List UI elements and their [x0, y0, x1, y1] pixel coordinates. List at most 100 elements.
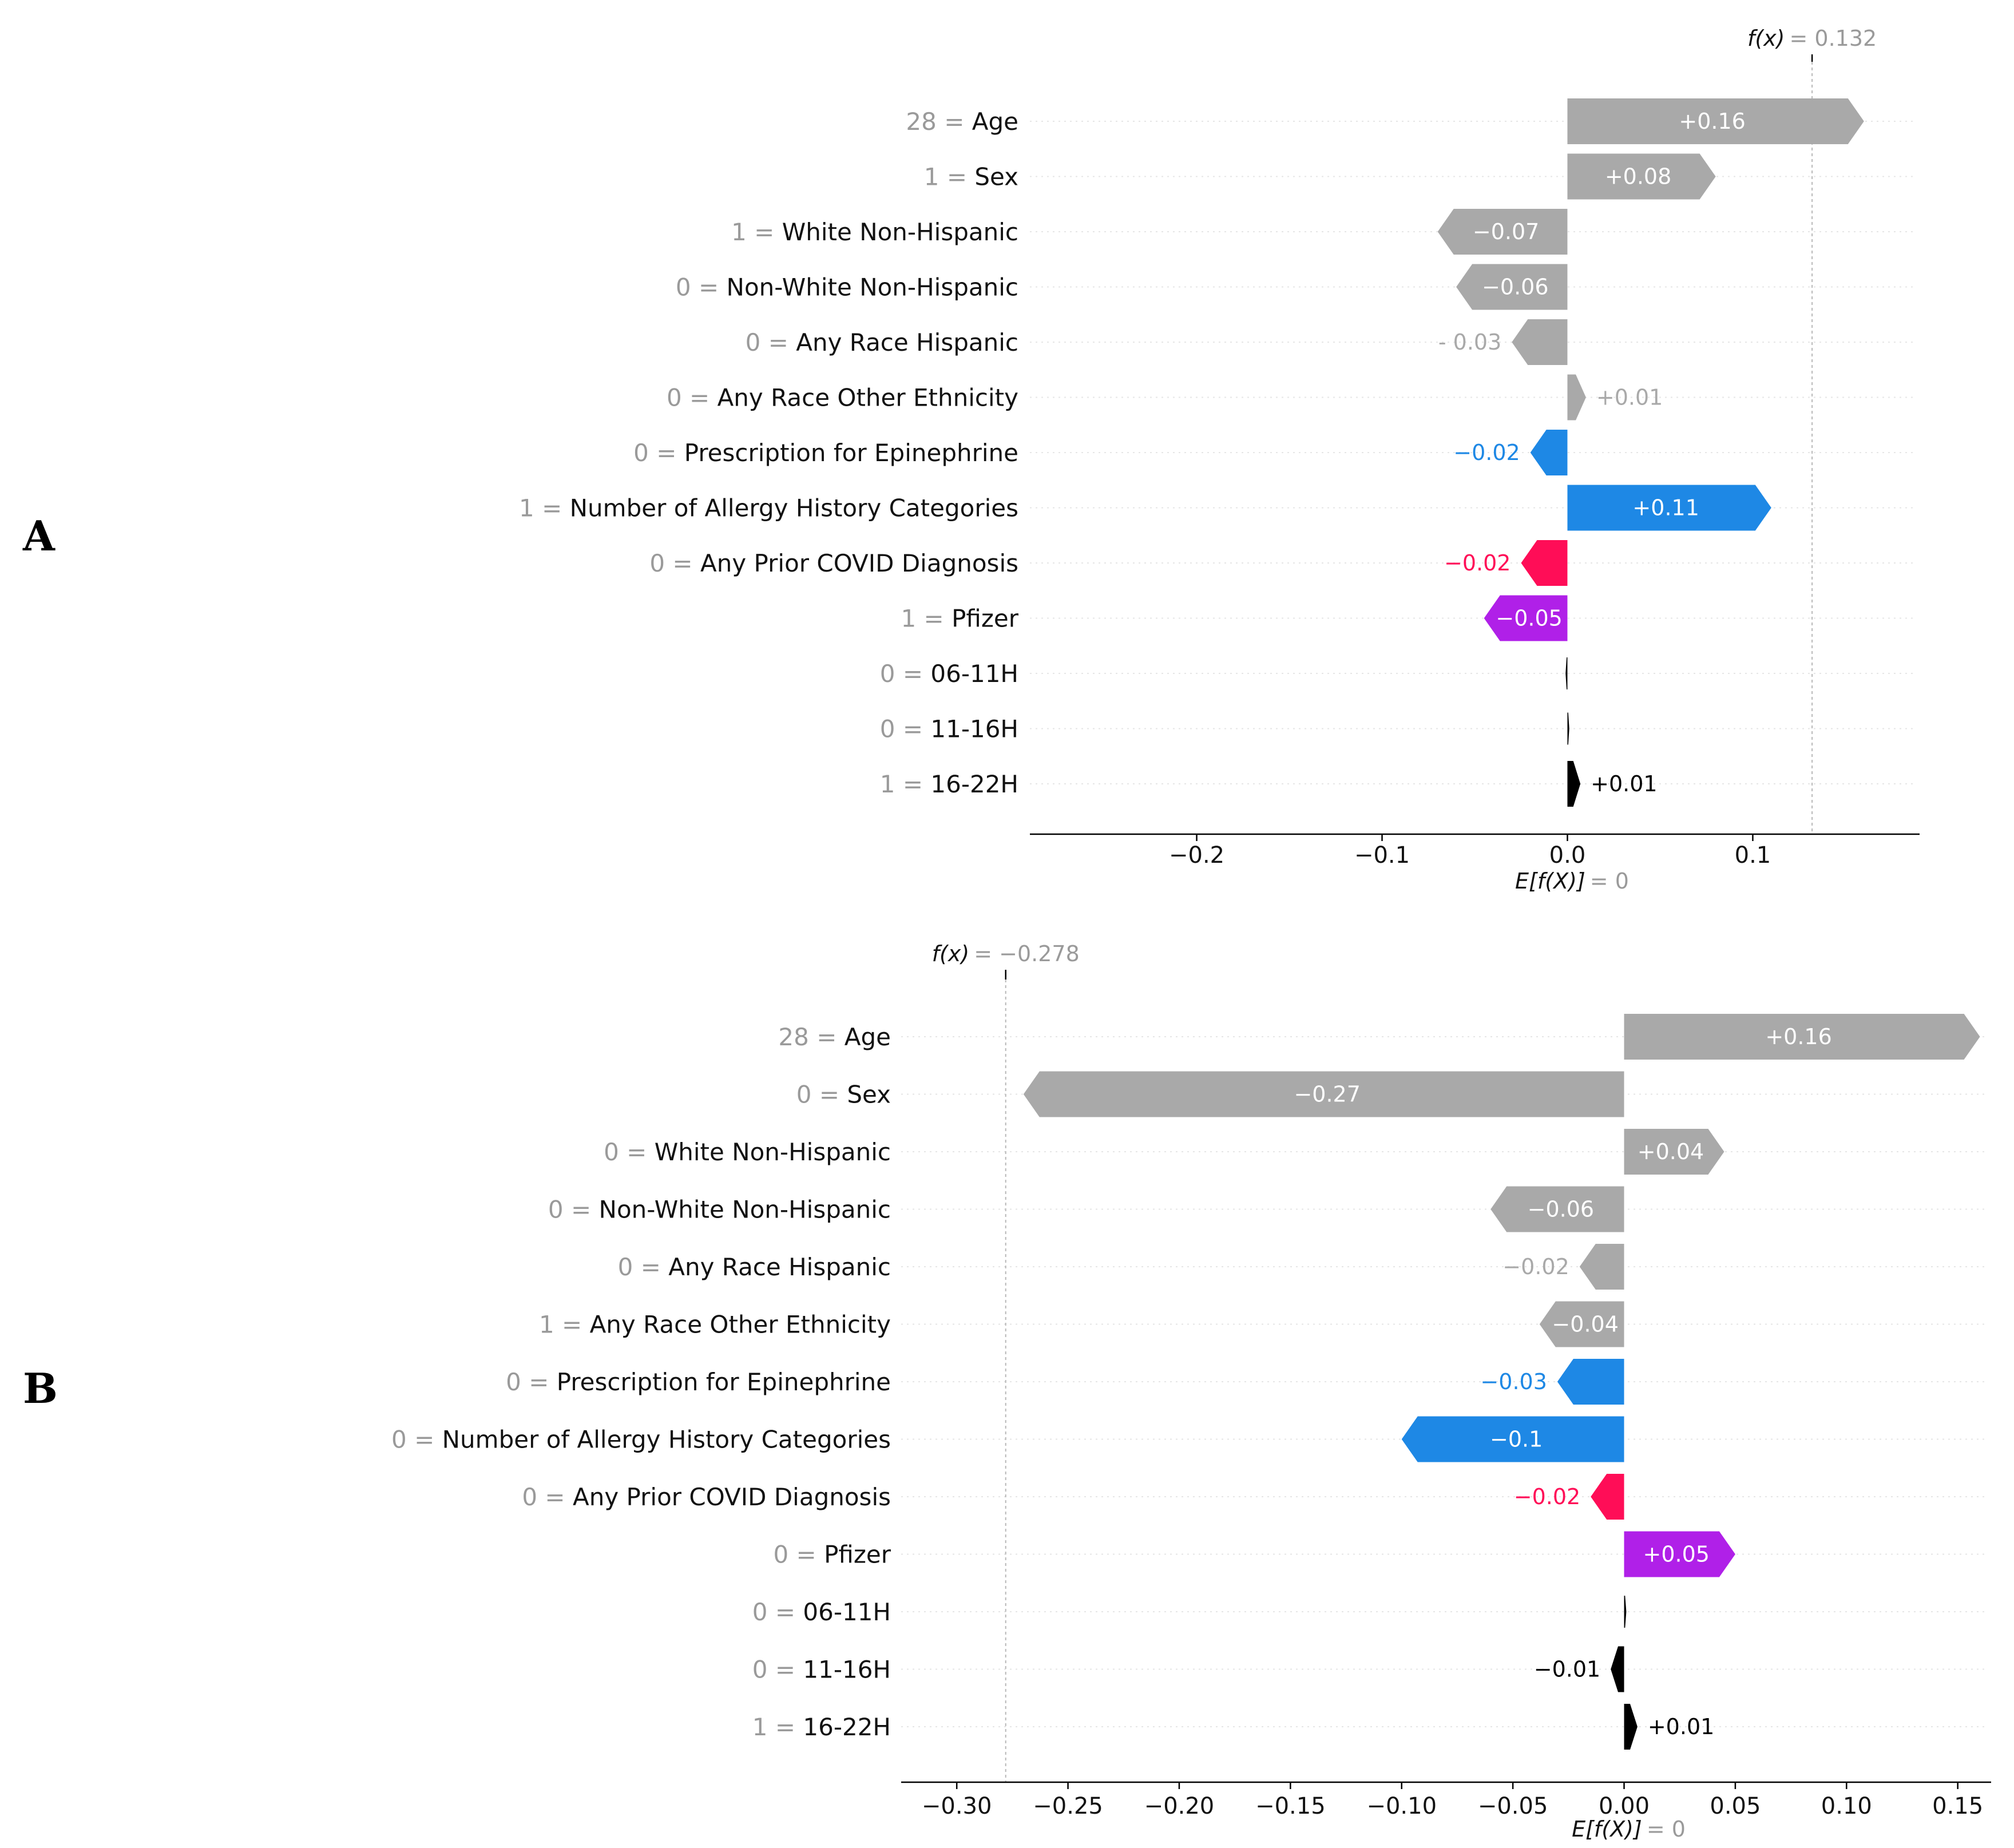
- a-bar-label-sex: +0.08: [1605, 164, 1671, 189]
- b-feature-label-non-white-non-hispanic: 0 = Non-White Non-Hispanic: [548, 1196, 891, 1224]
- a-feature-label-age: 28 = Age: [906, 108, 1018, 136]
- a-feature-label-16-22h: 1 = 16-22H: [880, 770, 1018, 798]
- a-bar-any-race-hispanic: [1512, 319, 1568, 365]
- a-feature-name: Age: [972, 108, 1018, 136]
- b-x-tick-label: 0.05: [1710, 1793, 1761, 1819]
- b-feature-label-16-22h: 1 = 16-22H: [752, 1713, 891, 1741]
- b-feature-value: 0 =: [796, 1081, 847, 1109]
- b-feature-value: 0 =: [752, 1656, 803, 1684]
- a-feature-value: 0 =: [667, 384, 717, 412]
- a-x-tick-label: 0.0: [1549, 842, 1586, 869]
- b-bar-16-22h: [1624, 1704, 1638, 1750]
- a-feature-label-any-race-other-ethnicity: 0 = Any Race Other Ethnicity: [667, 384, 1018, 412]
- a-bar-label-any-race-other-ethnicity: +0.01: [1596, 385, 1663, 410]
- b-bar-label-any-prior-covid-diagnosis: −0.02: [1514, 1484, 1580, 1509]
- b-feature-name: 11-16H: [803, 1656, 891, 1684]
- b-feature-label-any-race-other-ethnicity: 1 = Any Race Other Ethnicity: [539, 1311, 891, 1339]
- b-feature-name: Pfizer: [824, 1541, 891, 1569]
- a-bar-age: [1567, 98, 1864, 144]
- b-ex-label: E[f(X)]: [1572, 1817, 1642, 1842]
- a-bar-label-any-race-hispanic: - 0.03: [1438, 330, 1501, 355]
- b-bar-pfizer: [1624, 1531, 1735, 1577]
- b-feature-label-age: 28 = Age: [778, 1023, 891, 1051]
- a-bar-white-non-hispanic: [1437, 209, 1568, 255]
- a-feature-label-06-11h: 0 = 06-11H: [880, 660, 1018, 688]
- b-feature-label-prescription-for-epinephrine: 0 = Prescription for Epinephrine: [506, 1368, 891, 1396]
- a-fx-label: f(x): [1747, 26, 1785, 51]
- b-feature-label-white-non-hispanic: 0 = White Non-Hispanic: [604, 1138, 891, 1166]
- b-bar-any-prior-covid-diagnosis: [1591, 1474, 1624, 1520]
- panel-a-waterfall-chart: A f(x) = 0.132 +0.16 28 = Age +0.08 1 = Sex −0…: [22, 26, 1920, 894]
- b-bar-age: [1624, 1014, 1980, 1060]
- a-feature-value: 0 =: [633, 439, 684, 467]
- b-bar-prescription-for-epinephrine: [1557, 1359, 1624, 1405]
- b-fx-annotation: f(x) = −0.278: [932, 941, 1080, 966]
- a-feature-name: 06-11H: [930, 660, 1018, 688]
- b-feature-name: Prescription for Epinephrine: [557, 1368, 891, 1396]
- a-ex-label: E[f(X)]: [1515, 869, 1585, 894]
- a-feature-value: 0 =: [880, 660, 931, 688]
- b-feature-value: 0 =: [752, 1598, 803, 1626]
- a-feature-label-prescription-for-epinephrine: 0 = Prescription for Epinephrine: [633, 439, 1018, 467]
- a-bar-11-16h: [1567, 712, 1569, 745]
- b-feature-value: 0 =: [773, 1541, 824, 1569]
- b-feature-name: 16-22H: [803, 1713, 891, 1741]
- b-feature-label-06-11h: 0 = 06-11H: [752, 1598, 891, 1626]
- a-feature-name: Number of Allergy History Categories: [570, 494, 1018, 522]
- a-feature-name: Any Prior COVID Diagnosis: [700, 549, 1018, 577]
- b-bar-label-any-race-hispanic: −0.02: [1502, 1254, 1569, 1279]
- b-x-tick-label: 0.00: [1599, 1793, 1650, 1819]
- b-bar-white-non-hispanic: [1624, 1129, 1724, 1175]
- a-feature-label-white-non-hispanic: 1 = White Non-Hispanic: [731, 218, 1018, 246]
- b-x-tick-label: −0.30: [922, 1793, 992, 1819]
- b-bar-any-race-hispanic: [1579, 1244, 1624, 1290]
- b-x-tick-label: −0.20: [1144, 1793, 1215, 1819]
- a-x-tick-label: 0.1: [1735, 842, 1771, 869]
- b-x-tick-label: −0.15: [1255, 1793, 1326, 1819]
- a-bar-label-age: +0.16: [1679, 109, 1745, 134]
- b-bar-sex: [1023, 1071, 1624, 1117]
- a-feature-value: 0 =: [880, 715, 931, 743]
- b-feature-name: Any Race Hispanic: [668, 1253, 891, 1281]
- b-bar-label-white-non-hispanic: +0.04: [1638, 1139, 1704, 1164]
- b-bar-label-16-22h: +0.01: [1648, 1714, 1714, 1739]
- a-feature-value: 1 =: [880, 770, 931, 798]
- b-feature-name: Any Prior COVID Diagnosis: [573, 1483, 891, 1511]
- a-bar-any-race-other-ethnicity: [1567, 374, 1586, 421]
- b-feature-label-11-16h: 0 = 11-16H: [752, 1656, 891, 1684]
- a-feature-name: 11-16H: [930, 715, 1018, 743]
- a-expected-value-annotation: E[f(X)] = 0: [1515, 869, 1629, 894]
- a-fx-value: = 0.132: [1790, 26, 1877, 51]
- b-bar-label-11-16h: −0.01: [1534, 1657, 1600, 1682]
- a-bar-label-pfizer: −0.05: [1496, 606, 1562, 631]
- a-feature-value: 1 =: [924, 163, 975, 191]
- a-bar-label-non-white-non-hispanic: −0.06: [1482, 275, 1548, 300]
- b-bar-non-white-non-hispanic: [1490, 1186, 1624, 1232]
- b-feature-label-pfizer: 0 = Pfizer: [773, 1541, 891, 1569]
- b-ex-value: = 0: [1647, 1817, 1686, 1842]
- a-bar-pfizer: [1484, 595, 1568, 641]
- a-bar-any-prior-covid-diagnosis: [1521, 540, 1568, 586]
- b-fx-label: f(x): [932, 941, 970, 966]
- b-expected-value-annotation: E[f(X)] = 0: [1572, 1817, 1686, 1842]
- a-feature-value: 0 =: [746, 328, 796, 356]
- a-feature-value: 0 =: [649, 549, 700, 577]
- b-feature-value: 0 =: [548, 1196, 599, 1224]
- b-feature-name: Any Race Other Ethnicity: [590, 1311, 891, 1339]
- a-feature-name: Any Race Hispanic: [796, 328, 1018, 356]
- a-bar-prescription-for-epinephrine: [1530, 430, 1568, 475]
- a-feature-value: 28 =: [906, 108, 972, 136]
- b-bar-label-prescription-for-epinephrine: −0.03: [1480, 1369, 1547, 1394]
- a-bar-number-of-allergy-history-categories: [1567, 485, 1771, 531]
- b-feature-label-any-race-hispanic: 0 = Any Race Hispanic: [618, 1253, 891, 1281]
- b-bar-label-pfizer: +0.05: [1643, 1542, 1709, 1567]
- panel-a-letter: A: [22, 511, 55, 560]
- a-bar-non-white-non-hispanic: [1456, 264, 1568, 310]
- b-bar-label-non-white-non-hispanic: −0.06: [1528, 1197, 1594, 1222]
- b-x-tick-label: −0.05: [1478, 1793, 1548, 1819]
- a-fx-annotation: f(x) = 0.132: [1747, 26, 1877, 51]
- a-feature-label-any-race-hispanic: 0 = Any Race Hispanic: [746, 328, 1018, 356]
- b-feature-name: Age: [845, 1023, 891, 1051]
- b-feature-label-any-prior-covid-diagnosis: 0 = Any Prior COVID Diagnosis: [522, 1483, 891, 1511]
